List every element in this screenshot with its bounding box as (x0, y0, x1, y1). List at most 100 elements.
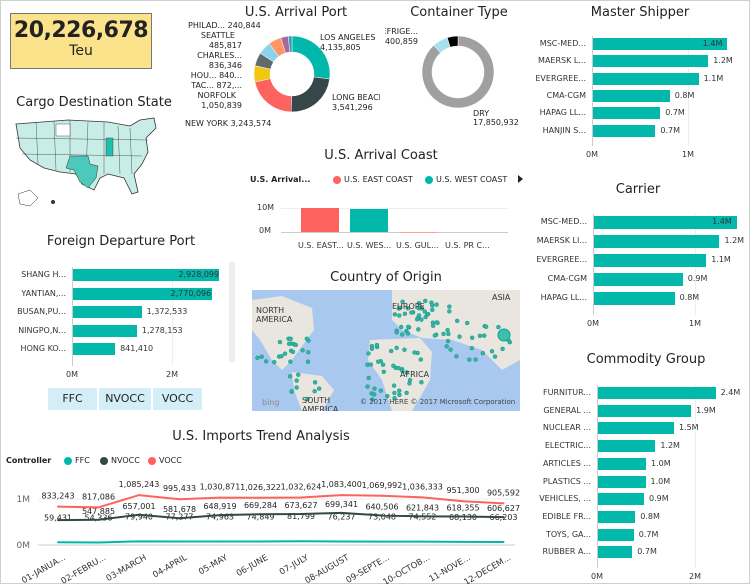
origin-dot[interactable] (289, 389, 294, 394)
data-point[interactable] (259, 496, 262, 499)
data-point[interactable] (462, 500, 464, 503)
origin-dot[interactable] (441, 331, 446, 337)
origin-dot[interactable] (434, 320, 440, 325)
origin-dot[interactable] (378, 388, 383, 393)
origin-dot[interactable] (454, 354, 459, 359)
origin-dot[interactable] (469, 345, 475, 351)
origin-dot[interactable] (397, 313, 402, 318)
origin-dot[interactable] (473, 357, 478, 362)
origin-dot[interactable] (372, 386, 377, 391)
origin-dot[interactable] (392, 312, 398, 317)
origin-dot[interactable] (448, 347, 453, 352)
data-point[interactable] (340, 540, 343, 543)
origin-dot[interactable] (392, 395, 397, 401)
origin-dot[interactable] (396, 365, 401, 371)
origin-dot[interactable] (483, 324, 489, 329)
data-point[interactable] (462, 540, 464, 543)
origin-dot[interactable] (392, 390, 397, 396)
bar[interactable] (598, 493, 645, 506)
origin-dot[interactable] (430, 303, 435, 308)
origin-dot[interactable] (434, 302, 439, 307)
origin-dot[interactable] (369, 346, 375, 351)
origin-dot[interactable] (418, 357, 423, 362)
origin-dot[interactable] (272, 359, 277, 365)
origin-dot[interactable] (286, 341, 292, 346)
origin-dot[interactable] (412, 350, 417, 355)
origin-dot[interactable] (400, 368, 405, 373)
data-point[interactable] (219, 514, 221, 517)
bar[interactable] (593, 107, 661, 120)
filter-ffc-button[interactable]: FFC (48, 388, 97, 410)
data-point[interactable] (340, 511, 343, 514)
origin-dot[interactable] (282, 351, 288, 356)
origin-dot[interactable] (288, 359, 293, 364)
bar[interactable] (598, 404, 692, 417)
origin-dot[interactable] (400, 332, 405, 337)
origin-dot[interactable] (312, 389, 317, 394)
origin-dot[interactable] (467, 357, 472, 362)
origin-dot[interactable] (489, 349, 495, 354)
bar[interactable] (593, 55, 709, 68)
legend-item-vocc[interactable]: VOCC (148, 456, 182, 465)
legend-item-ffc[interactable]: FFC (64, 456, 90, 465)
data-point[interactable] (300, 513, 302, 516)
origin-dot[interactable] (430, 323, 436, 329)
origin-dot[interactable] (406, 324, 411, 330)
origin-dot[interactable] (366, 375, 371, 381)
origin-dot[interactable] (365, 384, 370, 389)
bar[interactable] (593, 124, 656, 137)
bar[interactable] (598, 528, 634, 541)
origin-dot[interactable] (394, 330, 399, 335)
data-point[interactable] (381, 514, 383, 517)
bar[interactable] (73, 306, 142, 319)
origin-dot[interactable] (454, 318, 460, 324)
origin-dot[interactable] (480, 350, 486, 356)
origin-dot[interactable] (444, 344, 449, 349)
origin-dot[interactable] (405, 331, 411, 336)
bar[interactable] (594, 234, 720, 248)
legend-east-coast[interactable]: U.S. EAST COAST (333, 175, 413, 184)
filter-nvocc-button[interactable]: NVOCC (99, 388, 151, 410)
donut-slice[interactable] (254, 78, 292, 113)
origin-dot[interactable] (447, 304, 452, 309)
origin-dot[interactable] (255, 355, 260, 361)
origin-dot[interactable] (418, 306, 423, 311)
data-point[interactable] (502, 502, 505, 505)
origin-dot[interactable] (263, 359, 269, 364)
series-line-nvocc[interactable] (57, 511, 504, 522)
data-point[interactable] (138, 513, 140, 516)
origin-dot[interactable] (290, 349, 296, 355)
data-point[interactable] (97, 506, 100, 509)
origin-dot[interactable] (423, 314, 428, 320)
bar[interactable] (73, 324, 137, 337)
donut-slice[interactable] (446, 35, 459, 48)
data-point[interactable] (381, 494, 383, 497)
data-point[interactable] (421, 515, 424, 518)
origin-dot[interactable] (317, 386, 322, 391)
data-point[interactable] (219, 496, 221, 499)
origin-dot[interactable] (416, 300, 422, 306)
origin-dot[interactable] (293, 342, 298, 348)
data-point[interactable] (219, 540, 221, 543)
origin-dot[interactable] (279, 354, 284, 359)
origin-dot[interactable] (259, 354, 264, 359)
origin-dot[interactable] (368, 362, 374, 367)
filter-vocc-button[interactable]: VOCC (153, 388, 202, 410)
origin-dot[interactable] (422, 309, 428, 314)
country-origin-map[interactable]: NORTH AMERICA EUROPE ASIA AFRICA SOUTH A… (252, 290, 520, 411)
origin-dot[interactable] (407, 377, 413, 383)
origin-dot[interactable] (445, 338, 451, 344)
bar[interactable] (73, 287, 212, 300)
origin-dot[interactable] (469, 335, 475, 340)
departure-scrollbar[interactable] (229, 262, 235, 362)
origin-dot[interactable] (385, 393, 390, 399)
origin-dot[interactable] (399, 324, 404, 330)
origin-dot[interactable] (381, 369, 386, 375)
data-point[interactable] (300, 540, 302, 543)
data-point[interactable] (340, 494, 343, 497)
origin-dot[interactable] (374, 342, 380, 348)
origin-dot[interactable] (423, 298, 428, 304)
bar[interactable] (598, 475, 646, 488)
